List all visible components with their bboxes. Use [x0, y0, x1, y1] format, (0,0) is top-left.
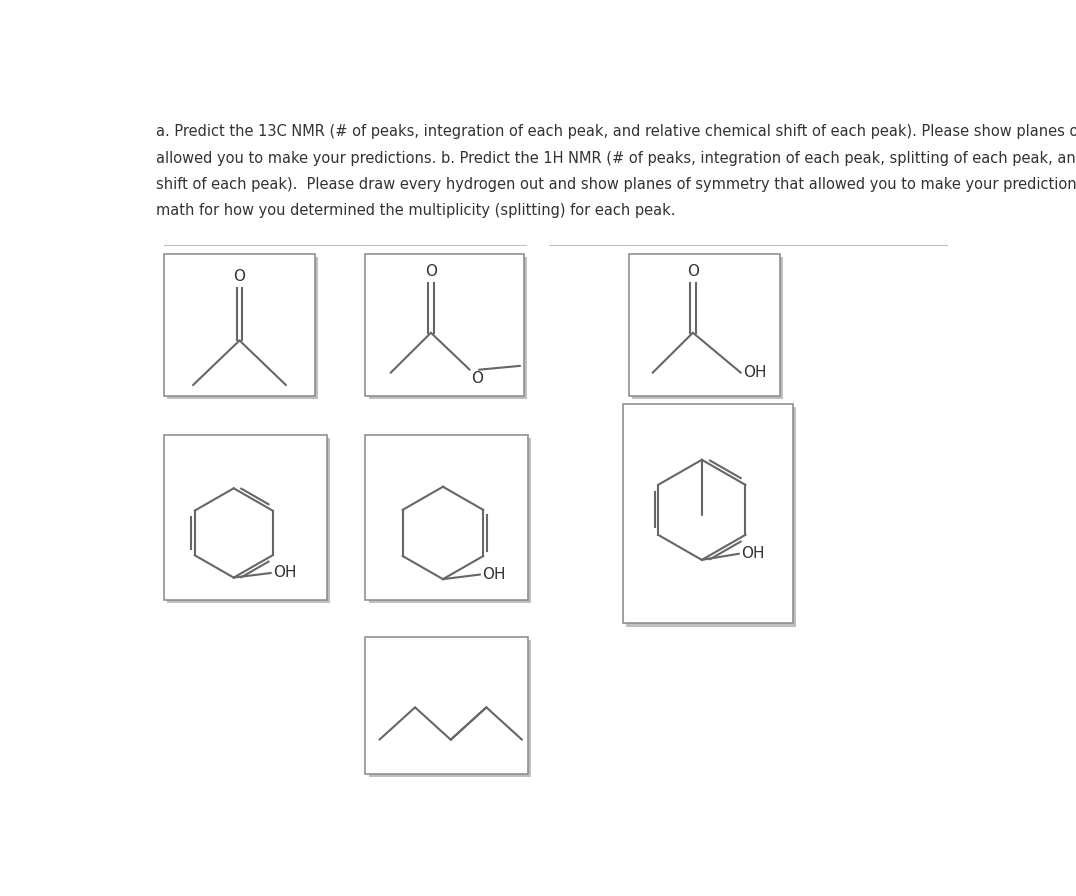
Text: O: O [233, 269, 245, 284]
Text: OH: OH [741, 547, 765, 561]
Text: O: O [471, 371, 483, 386]
Bar [369, 641, 532, 778]
Bar [369, 438, 532, 603]
Text: OH: OH [744, 366, 767, 380]
Bar [366, 254, 524, 396]
Bar [369, 257, 527, 400]
Bar [366, 435, 528, 600]
Text: OH: OH [273, 565, 297, 581]
Bar [167, 438, 330, 603]
Bar [632, 257, 783, 400]
Bar [167, 257, 318, 400]
Bar [366, 637, 528, 774]
Text: math for how you determined the multiplicity (splitting) for each peak.: math for how you determined the multipli… [156, 203, 676, 218]
Text: allowed you to make your predictions. b. Predict the 1H NMR (# of peaks, integra: allowed you to make your predictions. b.… [156, 151, 1076, 166]
Text: OH: OH [482, 567, 506, 582]
Bar [626, 407, 796, 626]
Bar [629, 254, 780, 396]
Text: O: O [686, 263, 699, 279]
Bar [164, 254, 315, 396]
Text: shift of each peak).  Please draw every hydrogen out and show planes of symmetry: shift of each peak). Please draw every h… [156, 177, 1076, 192]
Text: a. Predict the 13C NMR (# of peaks, integration of each peak, and relative chemi: a. Predict the 13C NMR (# of peaks, inte… [156, 125, 1076, 140]
Text: O: O [425, 263, 437, 279]
Bar [164, 435, 327, 600]
Bar [623, 404, 793, 624]
